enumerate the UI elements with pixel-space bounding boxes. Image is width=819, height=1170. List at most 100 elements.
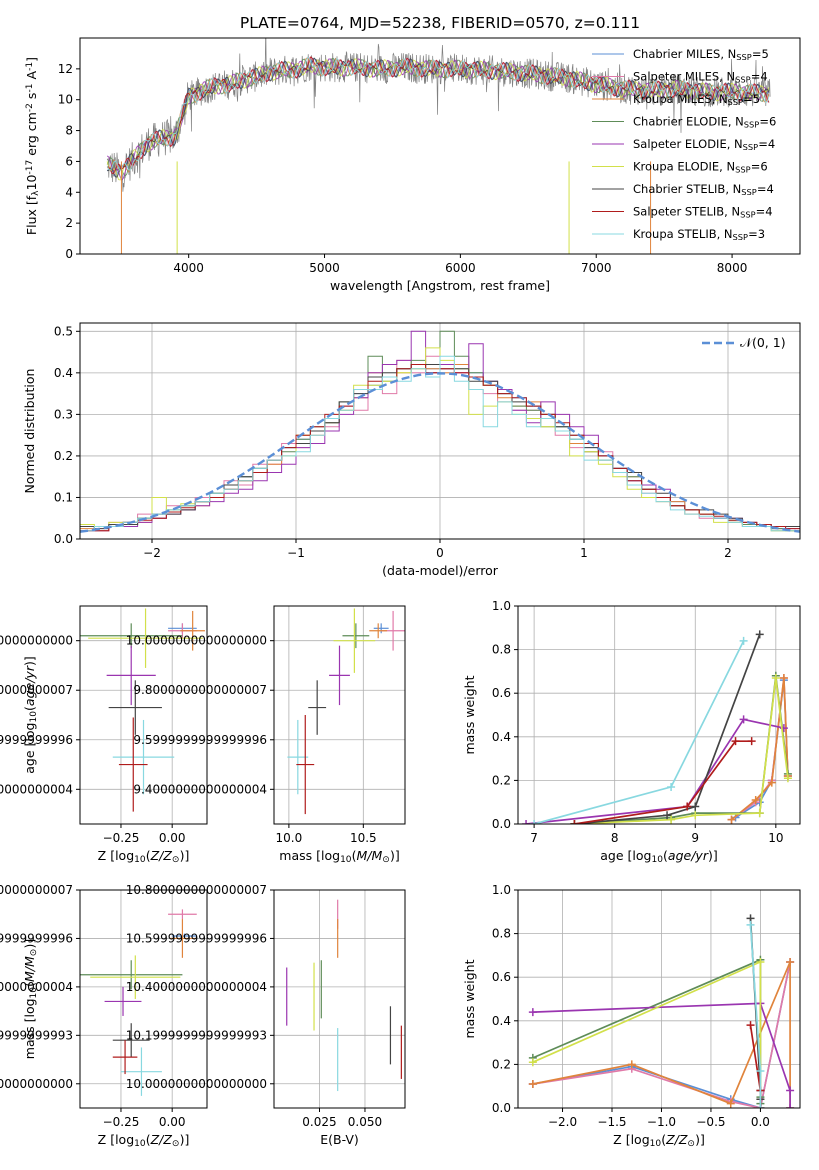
y-tick-label: 0.3 <box>54 407 73 421</box>
superscript: -1 <box>25 62 35 71</box>
math-run: M/M <box>22 956 37 982</box>
weight-line <box>526 718 785 824</box>
weight-marker <box>786 957 795 966</box>
legend-entry: Salpeter ELODIE, NSSP =4 <box>633 137 775 152</box>
axes-frame <box>517 605 801 825</box>
y-tick-label: 9.8000000000000007 <box>0 683 73 697</box>
subscript: 10 <box>29 987 39 999</box>
y-tick-label: 1.0 <box>492 883 511 897</box>
label-text: mass [log <box>279 848 340 863</box>
label-text: )] <box>180 1132 190 1147</box>
weight-marker <box>756 957 765 966</box>
y-tick-label: 12 <box>58 62 73 76</box>
x-axis-label: mass [log10 (M/M⊙ )] <box>279 848 399 865</box>
y-tick-label: 9.4000000000000004 <box>133 782 267 796</box>
axes-residuals: −2 −1 0 1 2 0.0 0.1 0.2 0.3 0.4 0.5 (data-model)/er… <box>22 322 801 578</box>
y-tick-label: 10.0000000000000000 <box>126 634 267 648</box>
weight-marker <box>779 673 788 682</box>
superscript: -1 <box>25 84 35 93</box>
subscript: ⊙ <box>172 1139 180 1149</box>
y-tick-label: 10.1999999999999993 <box>126 1028 267 1042</box>
y-tick-label: 10.8000000000000007 <box>126 883 267 897</box>
math-run: M/M <box>357 848 383 863</box>
legend-entry: Kroupa STELIB, NSSP =3 <box>633 227 765 242</box>
weight-marker <box>746 1021 755 1030</box>
x-axis-label: Z [log10 (Z/Z⊙ )] <box>613 1132 705 1149</box>
label-text: Chabrier STELIB, N <box>633 182 741 196</box>
label-text: Z [log <box>98 1132 134 1147</box>
x-tick-label: 9 <box>691 831 699 845</box>
weight-marker <box>528 1058 537 1067</box>
label-text: )] <box>180 848 190 863</box>
subscript: SSP <box>741 187 756 197</box>
label-text: Normed distribution <box>22 369 37 494</box>
axes-frame <box>517 889 801 1109</box>
label-text: mass [log <box>22 998 37 1059</box>
y-axis-label: Flux [fλ 10-17 erg cm-2 s-1 A-1 ] <box>24 57 41 235</box>
axes-age_vs_mass: 10.0 10.5 9.4000000000000004 9.599999999999… <box>126 605 406 865</box>
y-tick-label: 0.0 <box>492 1101 511 1115</box>
label-text: =4 <box>758 137 775 151</box>
y-tick-label: 1.0 <box>492 599 511 613</box>
weight-marker <box>667 815 676 824</box>
weight-marker <box>691 802 700 811</box>
x-axis-label: wavelength [Angstrom, rest frame] <box>330 278 550 293</box>
weight-marker <box>786 1104 795 1108</box>
subscript: SSP <box>735 164 750 174</box>
x-tick-label: −2.0 <box>548 1115 577 1129</box>
x-tick-label: −0.5 <box>696 1115 725 1129</box>
label-text: )] <box>22 939 37 949</box>
y-tick-label: 10.8000000000000007 <box>0 883 73 897</box>
y-tick-label: 10.0000000000000000 <box>0 1077 73 1091</box>
x-axis-label: (data-model)/error <box>382 563 499 578</box>
subscript: λ <box>31 190 41 196</box>
y-tick-label: 0.6 <box>492 686 511 700</box>
label-text: )] <box>390 848 400 863</box>
y-tick-label: 0.0 <box>54 532 73 546</box>
weight-line <box>533 640 745 824</box>
label-text: =5 <box>743 92 760 106</box>
weight-marker <box>530 820 539 824</box>
y-tick-label: 2 <box>65 216 73 230</box>
y-tick-label: 10.4000000000000004 <box>126 980 267 994</box>
y-tick-label: 0.0 <box>492 817 511 831</box>
y-tick-label: 10 <box>58 93 73 107</box>
subscript: SSP <box>733 232 748 242</box>
x-axis-label: age [log10 (age/yr)] <box>600 848 717 865</box>
y-tick-label: 10.1999999999999993 <box>0 1028 73 1042</box>
y-axis-label: age [log10 (age/yr)] <box>22 656 39 773</box>
weight-marker <box>767 778 776 787</box>
x-tick-label: 6000 <box>445 261 476 275</box>
weight-marker <box>522 820 531 824</box>
label-text: ( <box>661 1132 666 1147</box>
axes-frame <box>79 605 208 825</box>
y-tick-label: 9.4000000000000004 <box>0 782 73 796</box>
y-tick-label: 0 <box>65 247 73 261</box>
label-text: Chabrier MILES, N <box>633 47 736 61</box>
label-text: =4 <box>751 70 768 84</box>
y-tick-label: 10.4000000000000004 <box>0 980 73 994</box>
label-text: Z [log <box>98 848 134 863</box>
axes-frame <box>79 37 801 255</box>
label-text: =6 <box>751 160 768 174</box>
legend-entry: Salpeter STELIB, NSSP =4 <box>633 205 773 220</box>
label-text: E(B-V) <box>320 1132 359 1147</box>
weight-marker <box>771 673 780 682</box>
x-tick-label: −1 <box>287 546 305 560</box>
x-tick-label: 7 <box>530 831 538 845</box>
label-text: erg cm <box>24 112 39 160</box>
label-text: ( <box>352 848 357 863</box>
y-axis-label: mass weight <box>462 959 477 1038</box>
label-text: mass weight <box>462 959 477 1038</box>
subscript: ⊙ <box>172 855 180 865</box>
y-tick-label: 10.5999999999999996 <box>0 931 73 945</box>
weight-marker <box>786 1086 795 1095</box>
axes-spectrum: 4000 5000 6000 7000 8000 0 2 4 6 8 10 12 wavelength … <box>24 37 801 293</box>
label-text: =3 <box>748 227 765 241</box>
subscript: ⊙ <box>29 949 39 957</box>
weight-marker <box>751 796 760 805</box>
x-axis-label: Z [log10 (Z/Z⊙ )] <box>98 848 190 865</box>
label-text: ( <box>22 706 37 711</box>
subscript: 10 <box>134 1139 146 1149</box>
